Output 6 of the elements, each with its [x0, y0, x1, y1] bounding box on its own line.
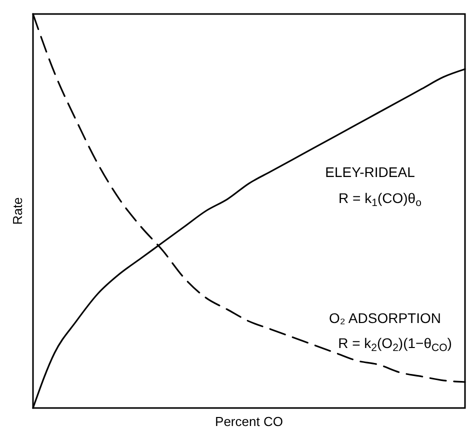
series-label: ELEY-RIDEAL: [325, 164, 416, 180]
annotation: R = k$_{1}$(CO)θ$_{o}$: [338, 190, 422, 210]
x-axis-title: Percent CO: [215, 414, 283, 429]
y-axis-title: Rate: [10, 197, 25, 225]
series-label: O₂ ADSORPTION: [328, 310, 442, 326]
annotation: R = k$_{2}$(O$_{2}$)(1−θ$_{CO}$): [338, 335, 452, 354]
